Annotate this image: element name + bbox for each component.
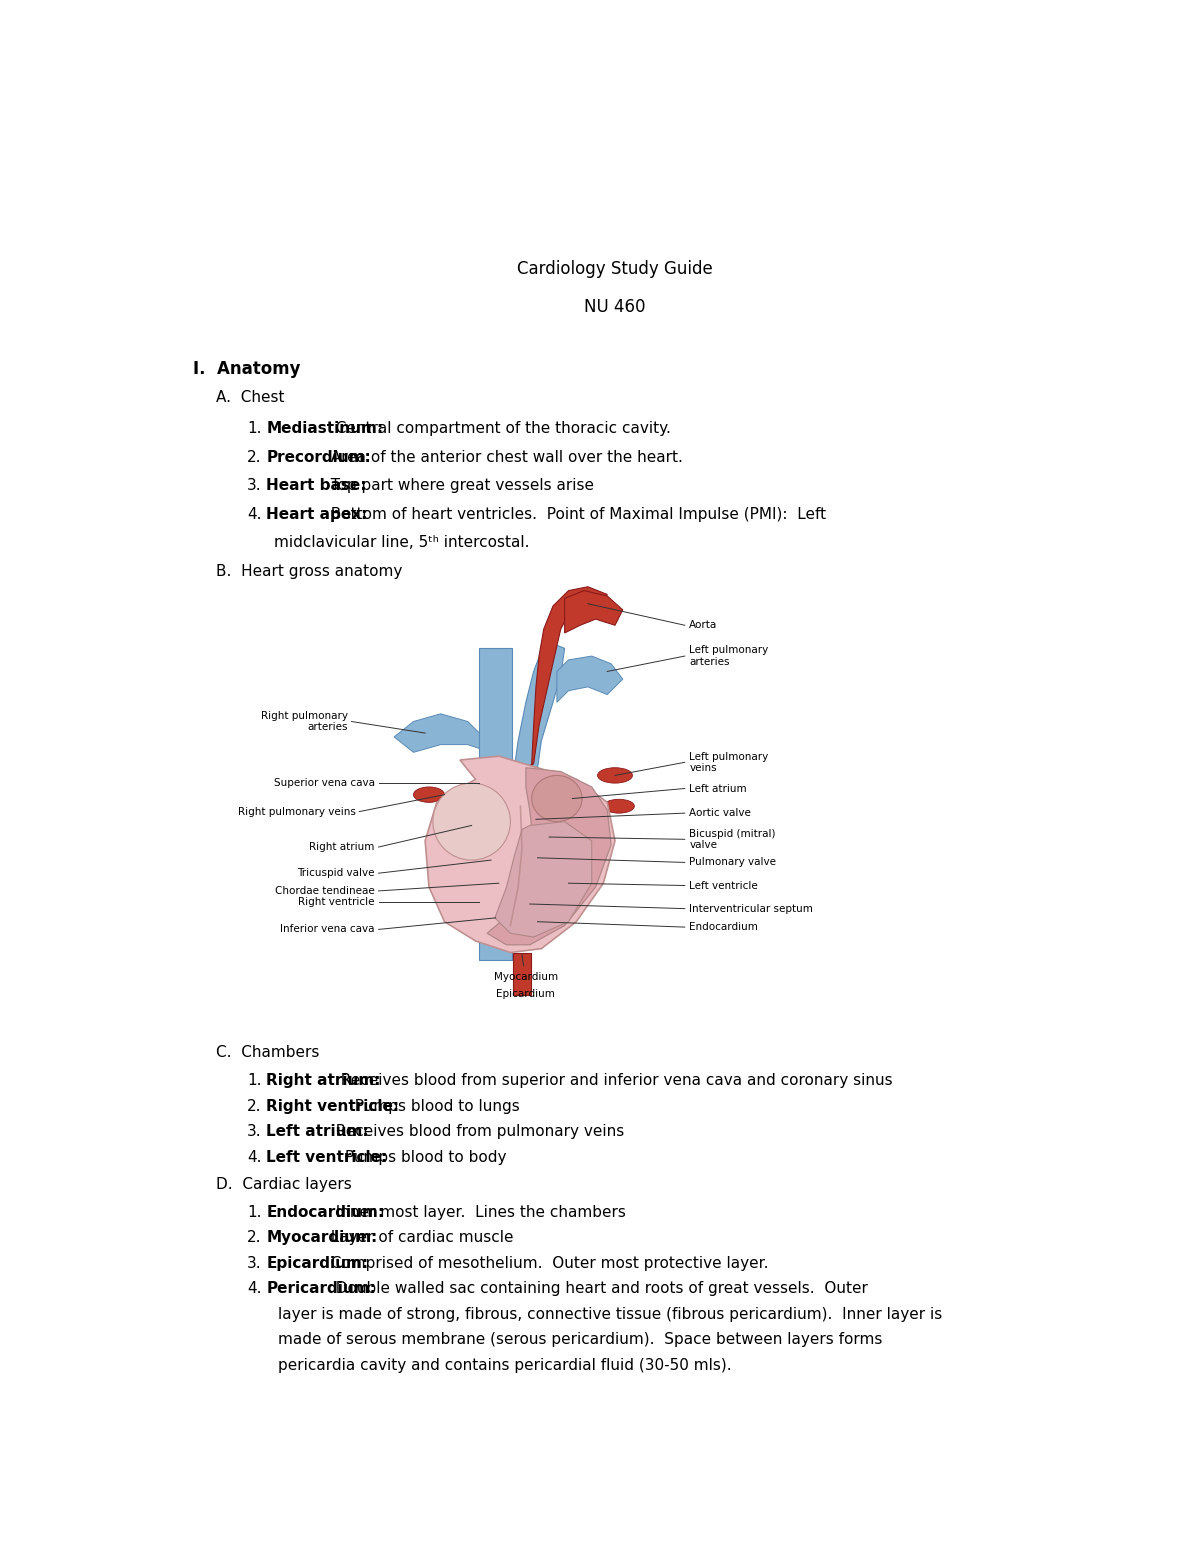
Text: Left ventricle:: Left ventricle: (266, 1149, 388, 1165)
Polygon shape (512, 952, 532, 995)
Text: B.  Heart gross anatomy: B. Heart gross anatomy (216, 564, 402, 579)
Text: Right pulmonary veins: Right pulmonary veins (238, 806, 355, 817)
Text: Myocardium:: Myocardium: (266, 1230, 378, 1246)
Polygon shape (479, 648, 512, 775)
Polygon shape (394, 714, 479, 752)
Text: Chordae tendineae: Chordae tendineae (275, 885, 374, 896)
Text: NU 460: NU 460 (584, 298, 646, 315)
Ellipse shape (433, 783, 510, 860)
Text: Left ventricle: Left ventricle (689, 881, 758, 890)
Ellipse shape (414, 787, 444, 803)
Text: A.  Chest: A. Chest (216, 390, 284, 405)
Text: Aortic valve: Aortic valve (689, 808, 751, 818)
Text: 4.: 4. (247, 1281, 262, 1297)
Text: Left atrium:: Left atrium: (266, 1124, 368, 1140)
Text: Inferior vena cava: Inferior vena cava (281, 924, 374, 935)
Text: 2.: 2. (247, 1230, 262, 1246)
Text: Epicardium: Epicardium (497, 989, 556, 999)
Text: 1.: 1. (247, 1073, 262, 1089)
Text: 4.: 4. (247, 506, 262, 522)
Text: 3.: 3. (247, 1124, 262, 1140)
Text: Left pulmonary
arteries: Left pulmonary arteries (689, 644, 769, 666)
Text: layer is made of strong, fibrous, connective tissue (fibrous pericardium).  Inne: layer is made of strong, fibrous, connec… (278, 1306, 942, 1322)
Text: 2.: 2. (247, 450, 262, 464)
Ellipse shape (598, 767, 632, 783)
Polygon shape (479, 860, 512, 960)
Text: 3.: 3. (247, 1256, 262, 1270)
Text: Right ventricle: Right ventricle (299, 898, 374, 907)
Ellipse shape (604, 800, 635, 814)
Polygon shape (425, 756, 616, 952)
Text: Epicardium:: Epicardium: (266, 1256, 368, 1270)
Ellipse shape (532, 775, 582, 822)
Polygon shape (487, 767, 611, 944)
Text: 1.: 1. (247, 1205, 262, 1221)
Text: Superior vena cava: Superior vena cava (274, 778, 374, 787)
Text: Pericardium:: Pericardium: (266, 1281, 376, 1297)
Text: D.  Cardiac layers: D. Cardiac layers (216, 1177, 352, 1193)
Text: midclavicular line, 5ᵗʰ intercostal.: midclavicular line, 5ᵗʰ intercostal. (274, 536, 529, 550)
Text: C.  Chambers: C. Chambers (216, 1045, 319, 1059)
Text: Pumps blood to lungs: Pumps blood to lungs (346, 1100, 520, 1114)
Text: Endocardium:: Endocardium: (266, 1205, 384, 1221)
Polygon shape (479, 775, 512, 860)
Text: Double walled sac containing heart and roots of great vessels.  Outer: Double walled sac containing heart and r… (325, 1281, 868, 1297)
Text: Left atrium: Left atrium (689, 784, 748, 794)
Text: Central compartment of the thoracic cavity.: Central compartment of the thoracic cavi… (325, 421, 671, 436)
Text: Right pulmonary
arteries: Right pulmonary arteries (260, 711, 348, 733)
Text: Receives blood from superior and inferior vena cava and coronary sinus: Receives blood from superior and inferio… (330, 1073, 892, 1089)
Text: Pumps blood to body: Pumps blood to body (341, 1149, 506, 1165)
Text: Layer of cardiac muscle: Layer of cardiac muscle (320, 1230, 514, 1246)
Text: Tricuspid valve: Tricuspid valve (298, 868, 374, 877)
Text: Heart base:: Heart base: (266, 478, 367, 494)
Text: Area of the anterior chest wall over the heart.: Area of the anterior chest wall over the… (320, 450, 683, 464)
Text: Receives blood from pulmonary veins: Receives blood from pulmonary veins (325, 1124, 624, 1140)
Text: Precordium:: Precordium: (266, 450, 371, 464)
Text: Myocardium: Myocardium (494, 972, 558, 981)
Text: Aorta: Aorta (689, 620, 718, 631)
Polygon shape (512, 587, 607, 772)
Text: Right atrium:: Right atrium: (266, 1073, 380, 1089)
Text: Heart apex:: Heart apex: (266, 506, 367, 522)
Text: Bicuspid (mitral)
valve: Bicuspid (mitral) valve (689, 828, 776, 849)
Polygon shape (494, 822, 592, 936)
Text: Comprised of mesothelium.  Outer most protective layer.: Comprised of mesothelium. Outer most pro… (320, 1256, 768, 1270)
Text: pericardia cavity and contains pericardial fluid (30-50 mls).: pericardia cavity and contains pericardi… (278, 1357, 732, 1373)
Text: Endocardium: Endocardium (689, 922, 758, 932)
Text: Cardiology Study Guide: Cardiology Study Guide (517, 259, 713, 278)
Text: I.  Anatomy: I. Anatomy (193, 360, 300, 377)
Polygon shape (565, 590, 623, 634)
Text: Right atrium: Right atrium (310, 842, 374, 853)
Text: Pulmonary valve: Pulmonary valve (689, 857, 776, 868)
Text: 1.: 1. (247, 421, 262, 436)
Text: Top part where great vessels arise: Top part where great vessels arise (320, 478, 594, 494)
Text: 2.: 2. (247, 1100, 262, 1114)
Text: Bottom of heart ventricles.  Point of Maximal Impulse (PMI):  Left: Bottom of heart ventricles. Point of Max… (320, 506, 826, 522)
Polygon shape (557, 655, 623, 702)
Text: Mediastinum:: Mediastinum: (266, 421, 383, 436)
Text: 4.: 4. (247, 1149, 262, 1165)
Text: 3.: 3. (247, 478, 262, 494)
Text: made of serous membrane (serous pericardium).  Space between layers forms: made of serous membrane (serous pericard… (278, 1332, 882, 1346)
Text: Right ventricle:: Right ventricle: (266, 1100, 400, 1114)
Text: Interventricular septum: Interventricular septum (689, 904, 814, 913)
Text: Left pulmonary
veins: Left pulmonary veins (689, 752, 769, 773)
Text: Inner most layer.  Lines the chambers: Inner most layer. Lines the chambers (325, 1205, 625, 1221)
Polygon shape (508, 641, 565, 780)
